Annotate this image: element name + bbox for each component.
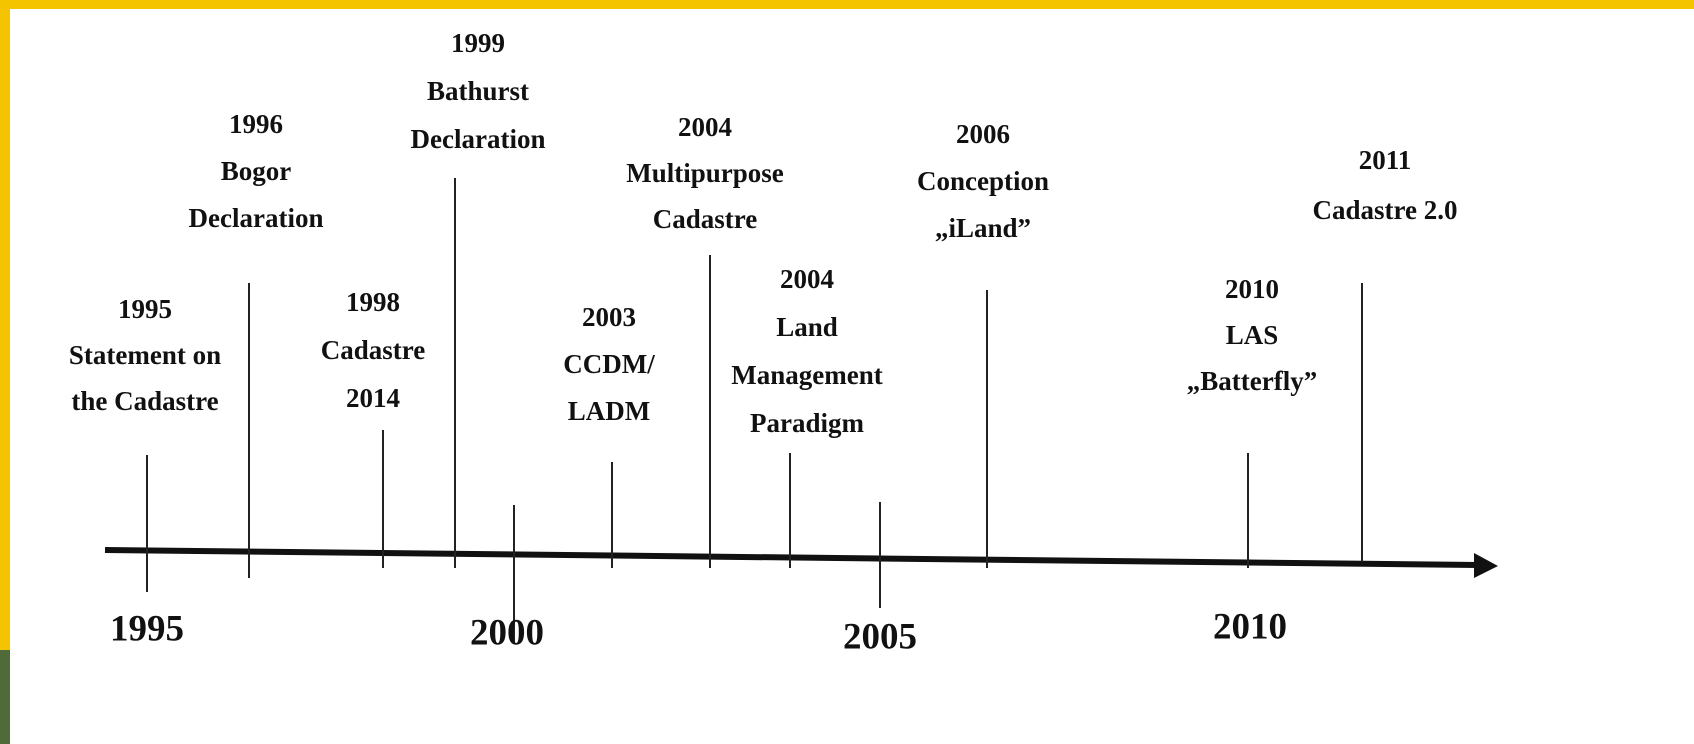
axis-label: 1995 bbox=[110, 608, 184, 649]
event-label: the Cadastre bbox=[71, 386, 218, 416]
event-label: Multipurpose bbox=[626, 158, 784, 188]
axis-label: 2005 bbox=[843, 616, 917, 657]
event-year: 1998 bbox=[346, 287, 400, 317]
event-label: Declaration bbox=[411, 124, 546, 154]
event-label: Paradigm bbox=[750, 408, 864, 438]
event-label: Cadastre bbox=[321, 335, 426, 365]
event-year: 2010 bbox=[1225, 274, 1279, 304]
event-year: 1999 bbox=[451, 28, 505, 58]
axis-label: 2000 bbox=[470, 612, 544, 653]
axis-line bbox=[104, 547, 1479, 568]
event-year: 2003 bbox=[582, 302, 636, 332]
event-label: Bathurst bbox=[427, 76, 529, 106]
event-year: 2011 bbox=[1359, 145, 1412, 175]
event-label: Cadastre 2.0 bbox=[1313, 195, 1458, 225]
event-label: CCDM/ bbox=[563, 349, 655, 379]
corner-patch bbox=[0, 650, 10, 744]
event-year: 2006 bbox=[956, 119, 1010, 149]
event-label: Land bbox=[776, 312, 838, 342]
axis-arrow bbox=[1474, 553, 1498, 578]
left-border bbox=[0, 0, 10, 744]
event-label: Cadastre bbox=[653, 204, 758, 234]
axis-label: 2010 bbox=[1213, 606, 1287, 647]
event-label: Bogor bbox=[221, 156, 292, 186]
event-label: LADM bbox=[568, 396, 651, 426]
event-label: Management bbox=[731, 360, 882, 390]
event-label: Declaration bbox=[189, 203, 324, 233]
event-year: 1996 bbox=[229, 109, 283, 139]
top-border bbox=[0, 0, 1694, 9]
event-label: 2014 bbox=[346, 383, 400, 413]
event-label: Statement on bbox=[69, 340, 221, 370]
event-year: 1995 bbox=[118, 294, 172, 324]
event-label: Conception bbox=[917, 166, 1049, 196]
event-label: „Batterfly” bbox=[1187, 366, 1317, 396]
event-label: „iLand” bbox=[935, 213, 1031, 243]
event-year: 2004 bbox=[780, 264, 834, 294]
event-label: LAS bbox=[1226, 320, 1279, 350]
content: 1995 Statement on the Cadastre 1996 Bogor Dec… bbox=[69, 28, 1458, 657]
event-year: 2004 bbox=[678, 112, 732, 142]
